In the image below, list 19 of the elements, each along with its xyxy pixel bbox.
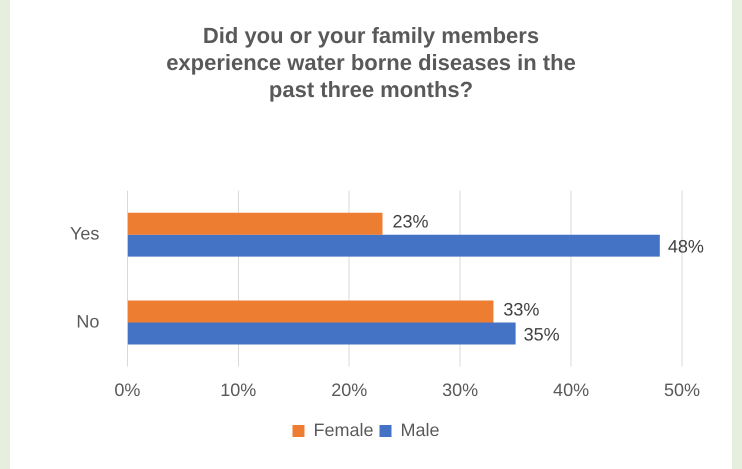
y-tick-label: No <box>76 311 100 332</box>
y-tick-label: Yes <box>70 224 100 244</box>
x-tick-label: 50% <box>664 380 700 400</box>
data-label: 23% <box>392 212 429 232</box>
legend-label: Male <box>400 420 440 440</box>
bar <box>128 300 494 322</box>
data-label: 33% <box>503 299 540 320</box>
legend-label: Female <box>313 420 374 440</box>
data-label: 48% <box>668 236 704 257</box>
x-tick-label: 0% <box>114 380 140 400</box>
bar <box>128 212 382 235</box>
data-label: 35% <box>524 324 560 344</box>
bar <box>128 322 516 344</box>
x-tick-label: 40% <box>553 380 590 400</box>
bar <box>128 234 660 257</box>
chart-title: Did you or your family members experience water borne diseases in the past three months? <box>165 22 577 103</box>
x-tick-label: 20% <box>331 380 368 400</box>
x-tick-label: 30% <box>442 380 478 400</box>
x-tick-label: 10% <box>220 380 256 400</box>
